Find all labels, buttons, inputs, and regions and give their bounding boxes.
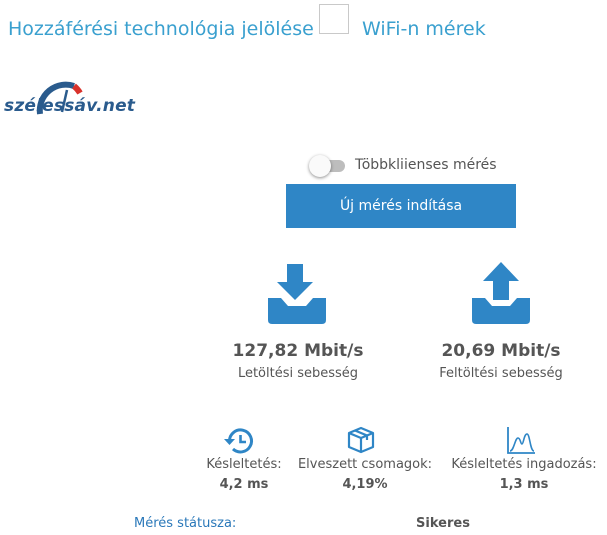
upload-tray-icon [470,262,532,324]
logo: szélessáv.net [4,74,144,120]
toggle-knob [309,155,331,177]
packet-loss-value: 4,19% [342,477,388,492]
latency-label: Késleltetés: [206,457,282,472]
jitter-value: 1,3 ms [499,477,549,492]
history-clock-icon [223,426,255,456]
upload-speed-value: 20,69 Mbit/s [441,341,561,361]
latency-value: 4,2 ms [219,477,269,492]
measurement-status-label: Mérés státusza: [134,516,237,531]
measurement-status-value: Sikeres [416,516,470,531]
download-tray-icon [266,262,328,324]
access-technology-label: Hozzáférési technológia jelölése [8,18,314,40]
packet-loss-label: Elveszett csomagok: [297,457,433,472]
multi-client-label: Többkliienses mérés [355,157,497,173]
start-measurement-button[interactable]: Új mérés indítása [286,184,516,228]
download-speed-label: Letöltési sebesség [237,366,359,381]
upload-speed-label: Feltöltési sebesség [439,366,563,381]
jitter-label: Késleltetés ingadozás: [451,457,597,472]
download-speed-value: 127,82 Mbit/s [232,341,364,361]
multi-client-toggle[interactable] [309,155,347,177]
package-box-icon [345,424,377,456]
distribution-chart-icon [505,424,537,456]
wifi-label[interactable]: WiFi-n mérek [362,18,486,40]
logo-text: szélessáv.net [4,96,136,116]
wifi-checkbox[interactable] [319,4,349,34]
logo-speedometer-icon [36,81,83,115]
